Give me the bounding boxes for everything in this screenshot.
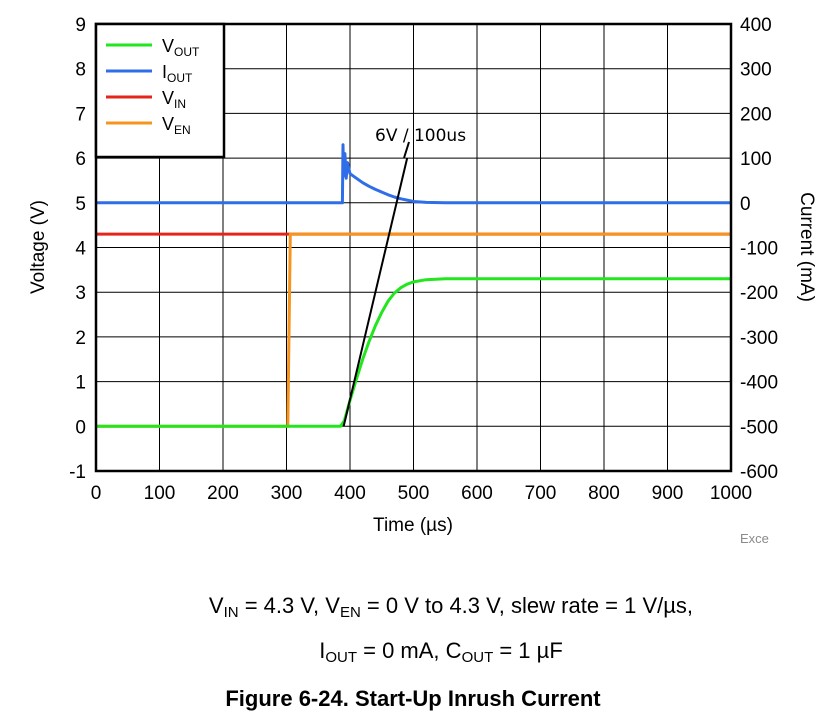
y-tick-label: 8 [75, 60, 86, 81]
x-tick-label: 900 [652, 483, 684, 504]
x-tick-label: 100 [144, 483, 176, 504]
chart: 0 100 200 300 400 500 600 700 800 900 1000-1012345… [28, 15, 817, 546]
y-tick-label: 9 [75, 15, 86, 36]
x-tick-label: 400 [334, 483, 366, 504]
x-tick-label: 500 [398, 483, 430, 504]
legend-label: VEN [162, 114, 191, 137]
y2-tick-label: -300 [740, 328, 778, 349]
y-tick-label: 5 [75, 194, 86, 215]
tick-labels: 0 100 200 300 400 500 600 700 800 900 1000-1012345… [69, 15, 778, 504]
x-axis-title: Time (µs) [373, 515, 453, 536]
y-tick-label: 0 [75, 417, 86, 438]
plot-frame [94, 22, 733, 473]
legend: VOUT IOUT VIN VEN [94, 22, 226, 159]
annotation: 6V / 100us [342, 126, 466, 427]
caption-line-1: VIN = 4.3 V, VEN = 0 V to 4.3 V, slew ra… [208, 593, 694, 621]
x-tick-label: 300 [271, 483, 303, 504]
slew-rate-line-ext [403, 141, 410, 159]
y2-tick-label: 100 [740, 149, 772, 170]
x-tick-label: 700 [525, 483, 557, 504]
y2-axis-title: Current (mA) [796, 192, 817, 302]
legend-label: IOUT [162, 62, 193, 85]
x-tick-label: 1000 [710, 483, 752, 504]
y2-tick-label: -100 [740, 239, 778, 260]
y-tick-label: 4 [75, 239, 86, 260]
y2-tick-label: -600 [740, 462, 778, 483]
x-tick-label: 200 [207, 483, 239, 504]
y-tick-label: 3 [75, 283, 86, 304]
y-tick-label: 2 [75, 328, 86, 349]
y2-tick-label: -500 [740, 417, 778, 438]
y-tick-label: -1 [69, 462, 86, 483]
x-tick-label: 0 [91, 483, 102, 504]
y2-tick-label: -200 [740, 283, 778, 304]
y-tick-label: 1 [75, 373, 86, 394]
series-line-i-out [96, 143, 731, 205]
legend-label: VIN [162, 88, 186, 111]
y2-tick-label: -400 [740, 373, 778, 394]
slew-rate-annotation: 6V / 100us [375, 126, 466, 146]
y-tick-label: 6 [75, 149, 86, 170]
x-tick-label: 800 [588, 483, 620, 504]
watermark: Exce [740, 531, 769, 546]
figure-title: Figure 6-24. Start-Up Inrush Current [225, 686, 601, 711]
y-axis-title: Voltage (V) [28, 200, 49, 294]
slew-rate-line [342, 157, 409, 427]
caption-line-2: IOUT = 0 mA, COUT = 1 µF [319, 638, 563, 666]
y-tick-label: 7 [75, 104, 86, 125]
x-tick-label: 600 [461, 483, 493, 504]
y2-tick-label: 0 [740, 194, 751, 215]
y2-tick-label: 200 [740, 104, 772, 125]
y2-tick-label: 400 [740, 15, 772, 36]
legend-label: VOUT [162, 36, 200, 59]
y2-tick-label: 300 [740, 60, 772, 81]
